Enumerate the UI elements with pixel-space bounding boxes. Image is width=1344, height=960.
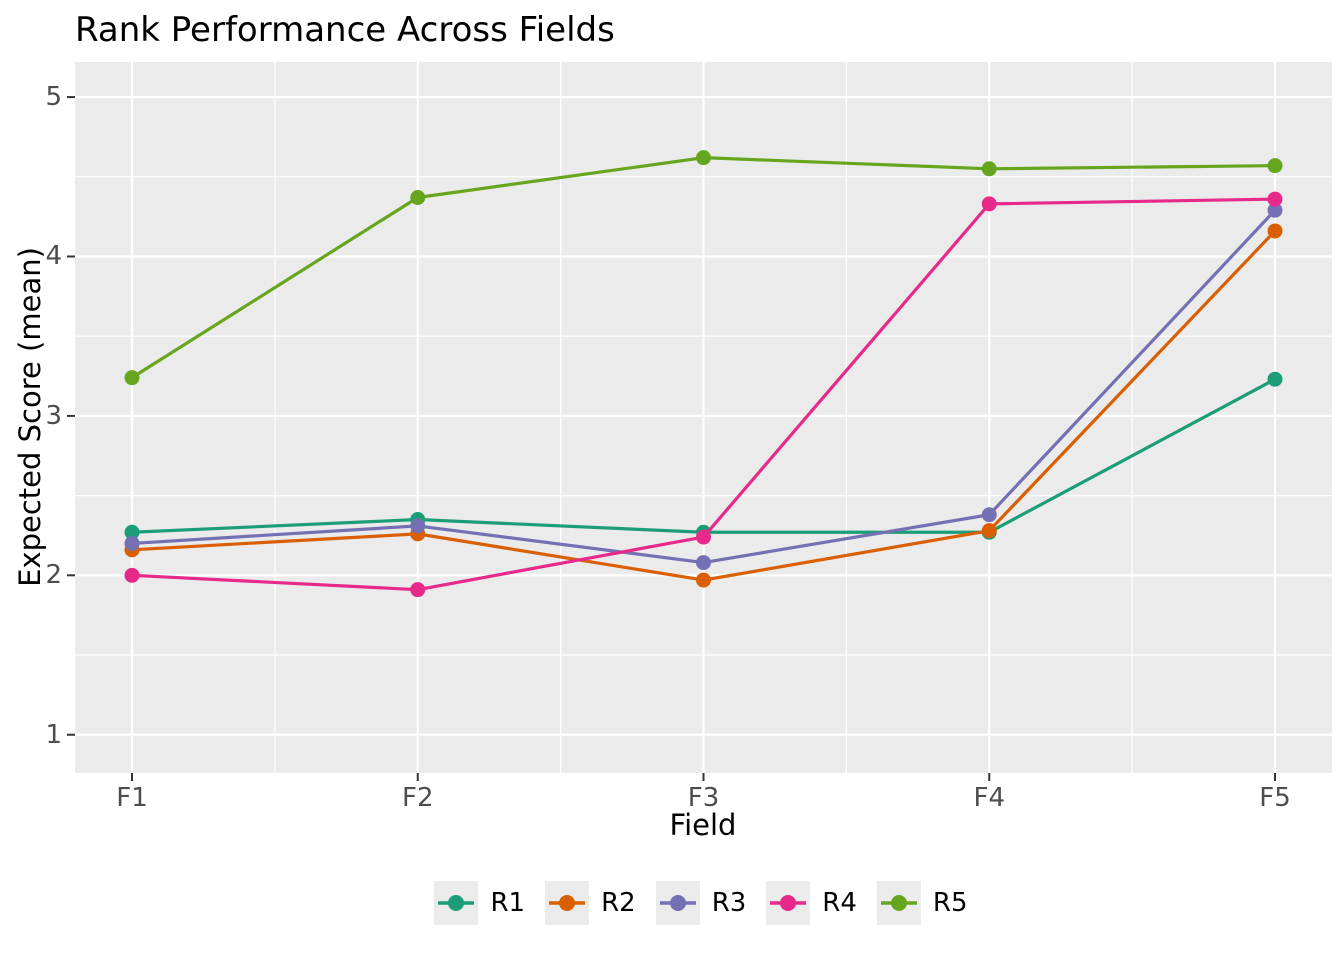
legend-label-R4: R4: [822, 888, 857, 918]
legend-key-R1: [434, 881, 479, 925]
y-tick-label: 5: [45, 82, 62, 113]
data-point-R4-F2: [410, 582, 426, 598]
legend-item-R5: R5: [876, 881, 968, 925]
x-tick-label: F1: [116, 783, 148, 813]
legend-item-R3: R3: [655, 881, 747, 925]
legend-key-R5: [876, 881, 921, 925]
data-point-R2-F5: [1267, 223, 1283, 239]
x-tick-label: F5: [1259, 783, 1291, 813]
legend-key-R4: [766, 881, 811, 925]
x-tick-label: F4: [973, 783, 1006, 813]
legend-item-R1: R1: [434, 881, 525, 925]
legend-label-R1: R1: [490, 888, 526, 918]
data-point-R3-F1: [124, 535, 140, 551]
data-point-R4-F4: [981, 196, 997, 212]
data-point-R3-F3: [696, 555, 711, 571]
legend: R1 R2 R3 R4 R5: [0, 881, 1344, 925]
data-point-R3-F2: [410, 518, 426, 534]
y-tick-label: 1: [45, 719, 62, 750]
data-point-R5-F4: [981, 161, 997, 177]
legend-label-R2: R2: [601, 888, 636, 918]
y-tick-label: 4: [45, 241, 62, 272]
legend-item-R2: R2: [545, 881, 636, 925]
data-point-R3-F4: [981, 507, 997, 523]
y-tick-label: 3: [45, 400, 62, 431]
data-point-R1-F5: [1267, 371, 1283, 387]
data-point-R4-F5: [1267, 191, 1283, 207]
chart-title: Rank Performance Across Fields: [75, 10, 615, 50]
x-tick-label: F3: [687, 783, 720, 813]
legend-key-R3: [655, 881, 700, 925]
data-point-R4-F1: [124, 567, 140, 583]
data-point-R5-F5: [1267, 158, 1283, 174]
legend-label-R5: R5: [932, 888, 968, 918]
data-point-R5-F1: [124, 370, 140, 386]
data-point-R4-F3: [696, 529, 711, 545]
x-axis-title: Field: [669, 808, 737, 842]
data-point-R3-F5: [1267, 202, 1283, 218]
legend-key-R2: [545, 881, 590, 925]
legend-label-R3: R3: [711, 888, 747, 918]
data-point-R1-F1: [124, 524, 140, 540]
y-tick-label: 2: [45, 560, 62, 591]
data-point-R5-F3: [696, 150, 711, 166]
data-point-R2-F3: [696, 572, 711, 588]
x-tick-label: F2: [402, 783, 434, 813]
legend-item-R4: R4: [766, 881, 857, 925]
data-point-R5-F2: [410, 190, 426, 206]
data-point-R2-F4: [981, 523, 997, 539]
